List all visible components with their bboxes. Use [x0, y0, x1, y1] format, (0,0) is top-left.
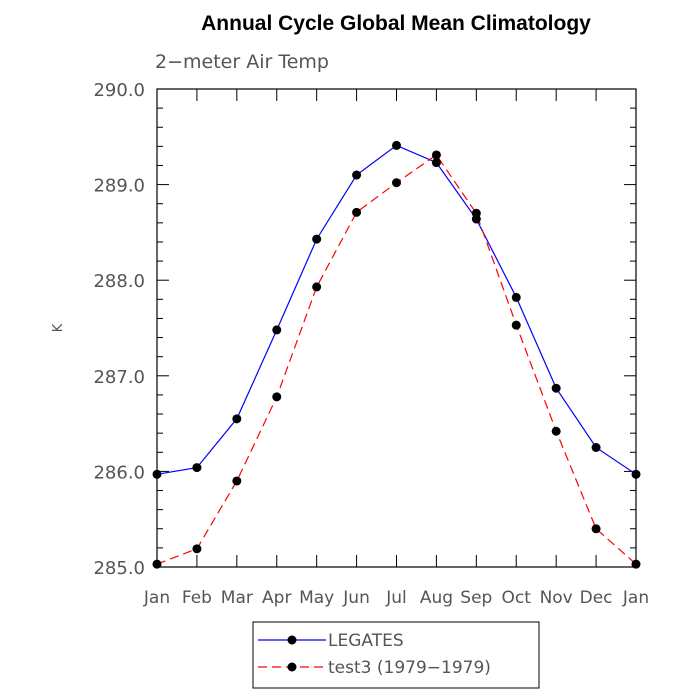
series-line-2 [156, 154, 637, 565]
data-point [591, 524, 601, 534]
data-point [471, 208, 481, 218]
legend-box [252, 621, 540, 689]
x-tick-label: Feb [182, 588, 212, 608]
data-point [352, 170, 362, 180]
x-tick-label: Mar [221, 588, 253, 608]
data-point [352, 207, 362, 217]
legend-marker [287, 635, 297, 645]
data-point [312, 282, 322, 292]
x-tick-label: Aug [420, 588, 453, 608]
chart-subtitle: 2−meter Air Temp [155, 51, 329, 73]
legend-marker [287, 662, 297, 672]
x-tick-label: Nov [540, 588, 573, 608]
x-tick-label: Jun [342, 588, 370, 608]
y-tick-label: 288.0 [93, 271, 145, 292]
data-point [431, 150, 441, 160]
data-point [312, 234, 322, 244]
y-tick-label: 290.0 [93, 80, 145, 101]
data-point [551, 383, 561, 393]
y-tick-label: 286.0 [93, 462, 145, 483]
data-point [431, 158, 441, 168]
series-lines [156, 144, 637, 565]
plot-axes: 285.0 286.0 287.0 288.0 289.0 290.0 Jan Feb Mar A… [93, 80, 649, 608]
data-point [511, 292, 521, 302]
data-point [192, 544, 202, 554]
x-tick-label: Jul [385, 588, 407, 608]
legend: LEGATES test3 (1979−1979) [252, 621, 540, 689]
x-tick-label: May [299, 588, 334, 608]
data-point [392, 140, 401, 150]
data-point [631, 559, 641, 569]
legend-label-1: LEGATES [328, 631, 404, 651]
data-point [152, 559, 162, 569]
x-tick-label: Dec [580, 588, 613, 608]
y-tick-label: 289.0 [93, 176, 145, 197]
chart-title: Annual Cycle Global Mean Climatology [201, 12, 591, 35]
x-tick-label: Jan [622, 588, 649, 608]
data-point [631, 469, 641, 479]
data-point [551, 426, 561, 436]
data-point [152, 469, 162, 479]
series-markers [152, 140, 641, 569]
legend-label-2: test3 (1979−1979) [328, 658, 491, 678]
x-tick-label: Jan [143, 588, 170, 608]
series-line-1 [156, 144, 637, 475]
x-tick-label: Apr [262, 588, 291, 608]
data-point [232, 414, 242, 424]
x-tick-label: Oct [502, 588, 532, 608]
data-point [272, 325, 282, 335]
y-tick-label: 285.0 [93, 558, 145, 579]
y-axis-label: K [51, 323, 66, 332]
y-tick-label: 287.0 [93, 367, 145, 388]
data-point [591, 443, 601, 452]
data-point [392, 178, 401, 188]
data-point [192, 463, 202, 473]
x-tick-label: Sep [460, 588, 492, 608]
data-point [232, 476, 242, 486]
data-point [511, 320, 521, 330]
data-point [272, 392, 282, 402]
